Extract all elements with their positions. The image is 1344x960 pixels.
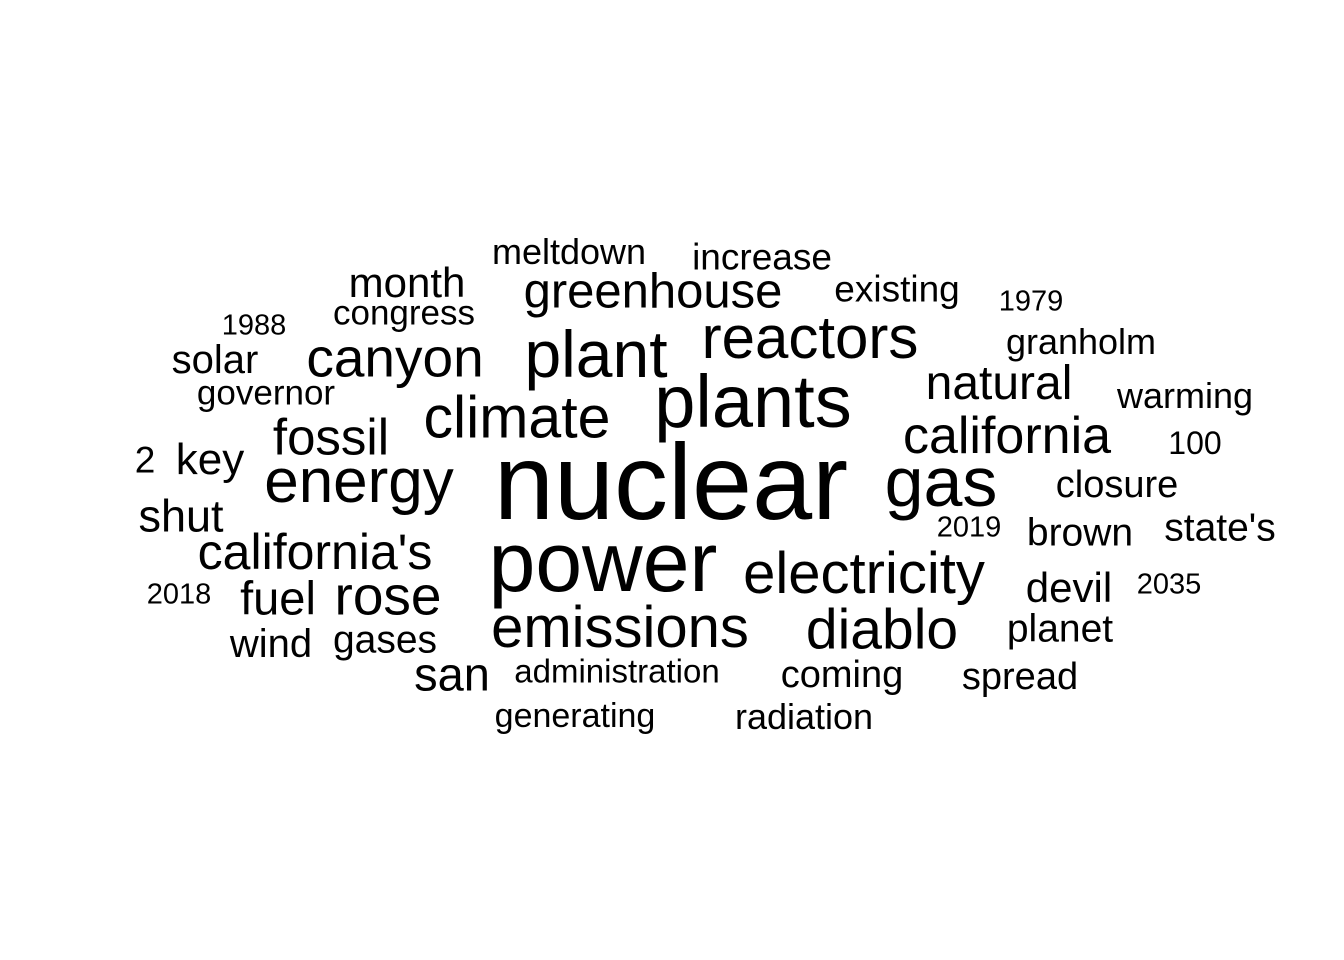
word-shut: shut — [138, 490, 224, 542]
word-energy: energy — [264, 447, 454, 516]
word-granholm: granholm — [1005, 321, 1157, 362]
word-meltdown: meltdown — [491, 231, 647, 272]
word-diablo: diablo — [805, 597, 959, 662]
word-reactors: reactors — [701, 304, 919, 371]
word-devil: devil — [1025, 564, 1113, 611]
word-brown: brown — [1026, 511, 1134, 555]
word-planet: planet — [1006, 607, 1114, 651]
word-coming: coming — [780, 654, 904, 696]
word-greenhouse: greenhouse — [523, 264, 783, 319]
word-radiation: radiation — [734, 696, 874, 737]
word-natural: natural — [925, 357, 1073, 410]
word-closure: closure — [1055, 464, 1179, 506]
word-fossil: fossil — [272, 408, 390, 466]
word-100: 100 — [1168, 425, 1222, 461]
word-existing: existing — [834, 268, 960, 310]
word-climate: climate — [423, 384, 611, 451]
word-nuclear: nuclear — [493, 421, 849, 542]
word-plants: plants — [654, 360, 852, 443]
word-administration: administration — [514, 652, 720, 690]
word-gases: gases — [332, 618, 438, 662]
word-1979: 1979 — [998, 285, 1064, 318]
word-generating: generating — [494, 697, 656, 735]
word-power: power — [488, 515, 718, 609]
word-increase: increase — [692, 236, 832, 278]
word-canyon: canyon — [306, 326, 484, 389]
word-state-s: state's — [1164, 506, 1276, 550]
word-fuel: fuel — [240, 571, 316, 625]
word-1988: 1988 — [221, 309, 287, 342]
word-key: key — [175, 435, 245, 484]
word-governor: governor — [196, 373, 336, 413]
word-electricity: electricity — [743, 541, 985, 606]
word-month: month — [348, 259, 466, 306]
word-2035: 2035 — [1136, 568, 1202, 601]
word-california: california — [902, 407, 1112, 465]
word-congress: congress — [332, 293, 476, 333]
word-2: 2 — [134, 439, 156, 481]
word-2018: 2018 — [146, 578, 212, 611]
word-solar: solar — [171, 338, 259, 382]
word-2019: 2019 — [936, 511, 1002, 544]
word-gas: gas — [884, 443, 998, 521]
word-rose: rose — [334, 564, 442, 627]
word-spread: spread — [961, 656, 1079, 698]
word-san: san — [414, 647, 490, 701]
word-plant: plant — [524, 317, 668, 391]
word-warming: warming — [1116, 375, 1254, 416]
word-wind: wind — [229, 622, 313, 666]
word-california-s: california's — [197, 524, 433, 580]
word-emissions: emissions — [491, 595, 749, 660]
